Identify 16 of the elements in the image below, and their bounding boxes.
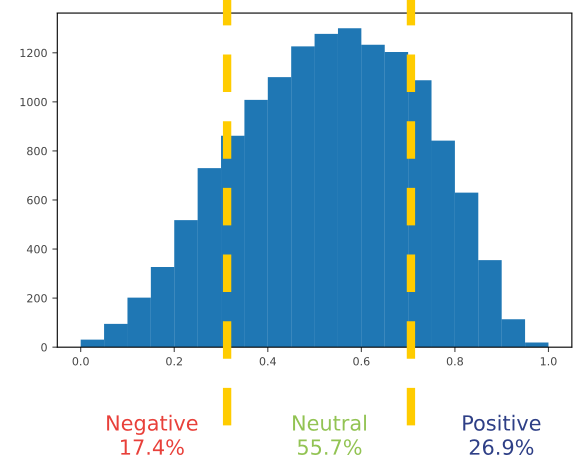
x-tick-label: 0.8: [446, 357, 463, 366]
text: Neutral 55.7%: [293, 414, 366, 455]
y-tick-label: 1200: [20, 48, 47, 58]
y-tick-label: 200: [27, 294, 47, 302]
y-tick-label: 1000: [20, 98, 47, 106]
text: Negative 17.4%: [107, 414, 198, 455]
y-tick-label: 0: [41, 343, 47, 352]
y-tick-label: 600: [27, 196, 47, 204]
x-tick-label: 0.4: [260, 357, 276, 366]
y-tick-label: 400: [26, 245, 47, 254]
y-tick-label: 800: [27, 146, 47, 156]
x-tick-label: 0.6: [353, 357, 370, 366]
x-tick-label: 0.0: [72, 357, 89, 366]
x-tick-label: 1.0: [540, 357, 557, 366]
text: Positive 26.9%: [463, 414, 540, 455]
x-tick-label: 0.2: [166, 357, 182, 366]
